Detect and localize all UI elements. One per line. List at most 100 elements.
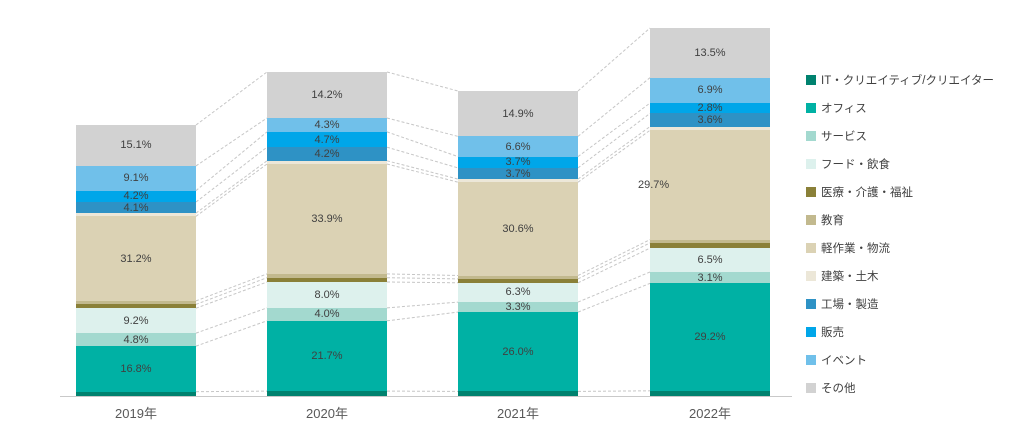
legend-swatch xyxy=(806,299,816,309)
legend-swatch xyxy=(806,355,816,365)
legend-label: サービス xyxy=(821,131,867,143)
bar-segment: 4.8% xyxy=(76,333,196,347)
legend-label: 工場・製造 xyxy=(821,299,879,311)
legend-swatch xyxy=(806,215,816,225)
segment-value-label: 3.6% xyxy=(697,113,723,126)
segment-value-label: 8.0% xyxy=(314,288,340,301)
segment-value-label: 21.7% xyxy=(311,349,343,362)
legend-label: 販売 xyxy=(821,327,844,339)
legend-item: 医療・介護・福祉 xyxy=(806,178,994,206)
segment-value-label: 29.2% xyxy=(694,331,726,344)
segment-value-label: 4.2% xyxy=(314,147,340,160)
segment-value-label: 31.2% xyxy=(120,252,152,265)
legend-item: フード・飲食 xyxy=(806,150,994,178)
legend-label: 軽作業・物流 xyxy=(821,243,890,255)
legend-item: 教育 xyxy=(806,206,994,234)
bar-segment xyxy=(650,126,770,131)
bar-segment: 4.2% xyxy=(267,147,387,161)
x-axis-tick-label: 2019年 xyxy=(115,406,157,421)
segment-value-label: 16.8% xyxy=(120,362,152,375)
legend-label: IT・クリエイティブ/クリエイター xyxy=(821,75,995,87)
bar-segment: 29.7% xyxy=(638,130,770,240)
bar-segment: 33.9% xyxy=(267,164,387,274)
legend-item: イベント xyxy=(806,346,994,374)
legend: IT・クリエイティブ/クリエイター オフィスサービスフード・飲食医療・介護・福祉教… xyxy=(806,66,994,402)
segment-value-label: 3.7% xyxy=(505,156,531,169)
segment-value-label: 4.7% xyxy=(314,133,340,146)
segment-value-label: 30.6% xyxy=(502,222,534,235)
bar-segment: 26.0% xyxy=(458,312,578,392)
bar-segment xyxy=(76,304,196,309)
bar-segment: 30.6% xyxy=(458,182,578,276)
x-axis-tick-label: 2022年 xyxy=(689,406,731,421)
legend-label: オフィス xyxy=(821,103,867,115)
bar-segment: 14.9% xyxy=(458,91,578,137)
legend-swatch xyxy=(806,327,816,337)
legend-swatch xyxy=(806,75,816,85)
bar-segment: 4.0% xyxy=(267,307,387,321)
segment-value-label: 4.1% xyxy=(123,201,149,214)
bar-segment: 6.3% xyxy=(458,282,578,303)
legend-item: 建築・土木 xyxy=(806,262,994,290)
legend-item: サービス xyxy=(806,122,994,150)
bar-segment xyxy=(267,277,387,282)
bar-segment: 3.7% xyxy=(458,167,578,180)
legend-swatch xyxy=(806,131,816,141)
bar-segment: 3.1% xyxy=(650,271,770,284)
bar-segment xyxy=(76,213,196,217)
x-axis-line xyxy=(60,396,792,397)
segment-value-label: 14.2% xyxy=(311,89,343,101)
legend-label: 医療・介護・福祉 xyxy=(821,187,913,199)
legend-label: その他 xyxy=(821,383,856,395)
bar-segment: 13.5% xyxy=(650,28,770,78)
segment-value-label: 3.7% xyxy=(505,167,531,180)
legend-item: 工場・製造 xyxy=(806,290,994,318)
segment-value-label: 26.0% xyxy=(502,345,534,358)
bar-segment: 4.2% xyxy=(76,190,196,202)
segment-value-label: 9.2% xyxy=(123,314,149,327)
segment-value-label: 9.1% xyxy=(123,172,149,185)
segment-value-label: 6.6% xyxy=(505,140,531,153)
bar-segment: 31.2% xyxy=(76,216,196,301)
segment-value-label: 33.9% xyxy=(311,212,343,225)
bar-segment xyxy=(267,160,387,164)
bar-segment: 3.3% xyxy=(458,301,578,314)
bar-segment: 4.7% xyxy=(267,131,387,148)
bar-segment: 14.2% xyxy=(267,72,387,118)
bar-segment: 2.8% xyxy=(650,103,770,114)
bar-segment: 21.7% xyxy=(267,320,387,392)
bar-segment xyxy=(267,391,387,396)
segment-value-label: 6.3% xyxy=(505,286,531,299)
segment-value-label: 3.1% xyxy=(697,271,723,284)
bar-segment: 9.1% xyxy=(76,165,196,191)
legend-swatch xyxy=(806,103,816,113)
legend-label: フード・飲食 xyxy=(821,159,890,171)
bar-segment: 4.1% xyxy=(76,201,196,214)
segment-value-label: 4.8% xyxy=(123,333,149,346)
bar-segment: 3.7% xyxy=(458,156,578,169)
bar-segment: 15.1% xyxy=(76,125,196,166)
legend-label: 教育 xyxy=(821,215,844,227)
legend-item: 軽作業・物流 xyxy=(806,234,994,262)
segment-value-label: 6.9% xyxy=(697,84,723,97)
segment-value-label: 29.7% xyxy=(638,178,670,191)
bar-segment: 6.5% xyxy=(650,248,770,272)
legend-label: 建築・土木 xyxy=(821,271,879,283)
segment-value-label: 6.5% xyxy=(697,254,723,267)
legend-item: IT・クリエイティブ/クリエイター xyxy=(806,66,994,94)
bar-segment: 6.9% xyxy=(650,77,770,104)
legend-item: オフィス xyxy=(806,94,994,122)
segment-value-label: 4.3% xyxy=(314,118,340,131)
segment-value-label: 3.3% xyxy=(505,301,531,314)
legend-item: 販売 xyxy=(806,318,994,346)
segment-value-label: 15.1% xyxy=(120,139,152,152)
legend-label: イベント xyxy=(821,355,867,367)
bar-segment xyxy=(650,390,770,396)
bar-segment xyxy=(458,391,578,396)
bar-segment: 9.2% xyxy=(76,308,196,334)
bar-segment: 4.3% xyxy=(267,118,387,132)
bar-segment xyxy=(267,273,387,278)
bar-segment xyxy=(650,242,770,249)
